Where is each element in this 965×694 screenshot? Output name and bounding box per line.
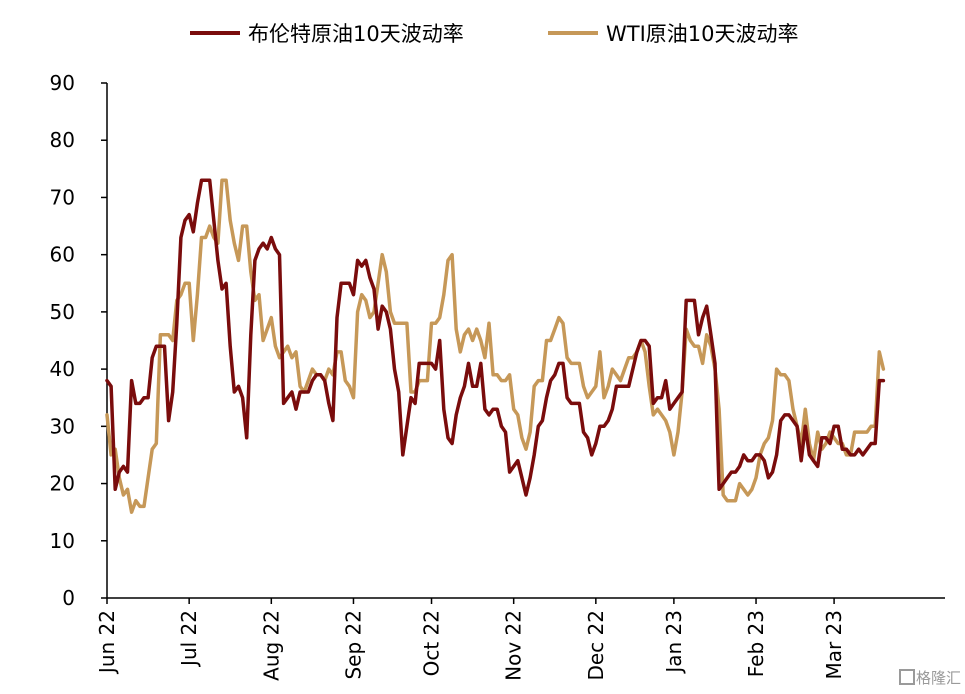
plot-area	[105, 178, 886, 514]
x-axis: Jun 22 Jul 22 Aug 22 Sep 22 Oct 22 Nov 22 Dec …	[95, 597, 945, 681]
y-tick-label: 0	[62, 586, 75, 610]
y-tick-label: 30	[50, 414, 75, 438]
y-tick-label: 10	[50, 529, 75, 553]
y-tick-label: 20	[50, 472, 75, 496]
y-axis: 0 10 20 30 40 50 60 70 80 90	[50, 71, 108, 610]
series-line	[105, 178, 886, 497]
y-tick-label: 70	[50, 185, 75, 209]
x-tick-label: Sep 22	[341, 610, 365, 680]
x-tick-label: Mar 23	[822, 610, 846, 680]
legend-label-wti: WTI原油10天波动率	[606, 22, 799, 46]
y-tick-label: 90	[50, 71, 75, 95]
y-tick-label: 40	[50, 357, 75, 381]
x-tick-label: Jun 22	[95, 610, 119, 675]
x-tick-label: Jul 22	[177, 610, 201, 668]
x-tick-label: Aug 22	[259, 610, 283, 681]
x-tick-label: Dec 22	[584, 610, 608, 681]
x-tick-label: Oct 22	[420, 610, 444, 676]
legend-label-brent: 布伦特原油10天波动率	[248, 22, 464, 46]
y-tick-label: 60	[50, 243, 75, 267]
x-tick-label: Nov 22	[502, 610, 526, 681]
x-tick-label: Jan 23	[662, 610, 686, 675]
y-tick-label: 80	[50, 128, 75, 152]
y-tick-label: 50	[50, 300, 75, 324]
series-line	[105, 178, 886, 514]
watermark-logo-icon	[899, 669, 915, 685]
watermark: 格隆汇	[899, 669, 961, 687]
legend: 布伦特原油10天波动率 WTI原油10天波动率	[190, 22, 799, 46]
x-tick-label: Feb 23	[744, 610, 768, 677]
watermark-text: 格隆汇	[916, 669, 961, 687]
